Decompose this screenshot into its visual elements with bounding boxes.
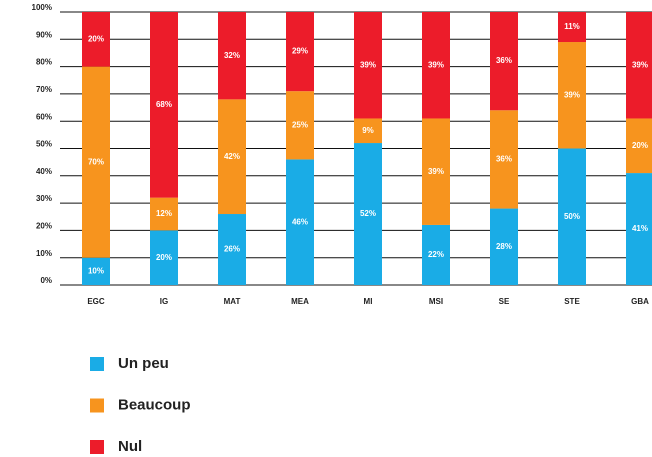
bar-segment — [558, 42, 586, 149]
bar-segment — [218, 214, 246, 285]
x-tick-label: MAT — [224, 297, 241, 306]
value-label: 41% — [632, 224, 648, 233]
value-label: 52% — [360, 209, 376, 218]
bar-segment — [354, 143, 382, 285]
value-label: 39% — [428, 167, 444, 176]
y-tick-label: 80% — [36, 58, 52, 67]
bar-segment — [218, 12, 246, 100]
bar-segment — [626, 12, 652, 119]
bar-segment — [82, 66, 110, 258]
value-label: 11% — [564, 22, 580, 31]
bar-segment — [626, 118, 652, 174]
value-label: 39% — [428, 60, 444, 69]
x-tick-label: MSI — [429, 297, 443, 306]
value-label: 39% — [632, 60, 648, 69]
bar-segment — [626, 173, 652, 285]
value-label: 46% — [292, 217, 308, 226]
bar-segment — [286, 159, 314, 285]
bar-segment — [354, 12, 382, 119]
value-label: 20% — [88, 34, 104, 43]
value-label: 22% — [428, 250, 444, 259]
bar-segment — [422, 224, 450, 285]
legend-swatch — [90, 440, 104, 454]
value-label: 36% — [496, 155, 512, 164]
value-label: 32% — [224, 51, 240, 60]
value-label: 68% — [156, 100, 172, 109]
value-label: 10% — [88, 266, 104, 275]
legend-label: Beaucoup — [118, 396, 191, 413]
y-tick-label: 50% — [36, 140, 52, 149]
x-tick-label: MI — [364, 297, 373, 306]
x-tick-label: IG — [160, 297, 168, 306]
bar-segment — [286, 91, 314, 160]
value-label: 70% — [88, 157, 104, 166]
legend-label: Nul — [118, 438, 142, 455]
bar-segment — [150, 197, 178, 231]
y-tick-label: 0% — [40, 276, 52, 285]
x-tick-label: SE — [499, 297, 510, 306]
legend-swatch — [90, 357, 104, 371]
bar-segment — [218, 99, 246, 215]
value-label: 29% — [292, 47, 308, 56]
bar-segment — [558, 148, 586, 285]
value-label: 20% — [156, 253, 172, 262]
y-tick-label: 60% — [36, 112, 52, 121]
legend-label: Un peu — [118, 355, 169, 372]
bar-segment — [82, 257, 110, 285]
value-label: 12% — [156, 209, 172, 218]
value-label: 50% — [564, 212, 580, 221]
x-tick-label: STE — [564, 297, 580, 306]
value-label: 36% — [496, 56, 512, 65]
bar-segment — [150, 12, 178, 198]
y-tick-label: 90% — [36, 30, 52, 39]
bar-segment — [422, 118, 450, 225]
bar-segment — [558, 12, 586, 43]
value-label: 26% — [224, 245, 240, 254]
value-label: 42% — [224, 152, 240, 161]
value-label: 9% — [362, 126, 374, 135]
value-label: 20% — [632, 141, 648, 150]
legend-swatch — [90, 398, 104, 413]
y-tick-label: 10% — [36, 249, 52, 258]
x-tick-label: GBA — [631, 297, 649, 306]
x-tick-label: EGC — [87, 297, 105, 306]
value-label: 39% — [360, 60, 376, 69]
x-tick-label: MEA — [291, 297, 309, 306]
bar-segment — [150, 230, 178, 285]
bar-segment — [490, 110, 518, 209]
value-label: 39% — [564, 90, 580, 99]
y-tick-label: 100% — [32, 3, 52, 12]
value-label: 25% — [292, 120, 308, 129]
bar-segment — [490, 12, 518, 111]
bar-segment — [490, 208, 518, 285]
y-tick-label: 70% — [36, 85, 52, 94]
y-tick-label: 40% — [36, 167, 52, 176]
bar-segment — [422, 12, 450, 119]
bar-segment — [354, 118, 382, 144]
y-tick-label: 20% — [36, 222, 52, 231]
bar-segment — [82, 12, 110, 67]
value-label: 28% — [496, 242, 512, 251]
y-tick-label: 30% — [36, 194, 52, 203]
bar-segment — [286, 12, 314, 92]
